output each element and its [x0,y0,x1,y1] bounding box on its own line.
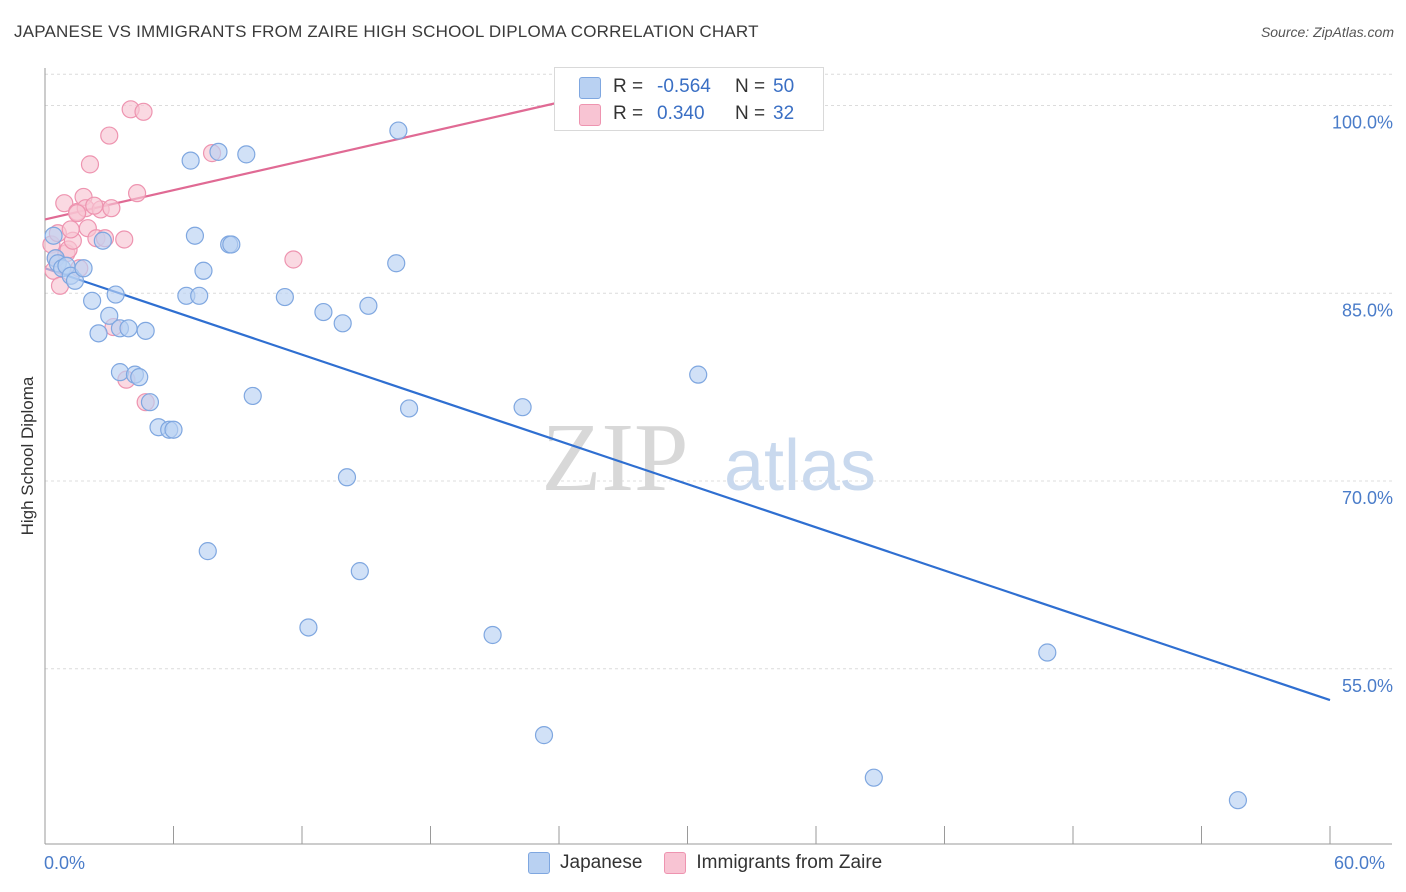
point-japanese [190,286,209,305]
legend-swatch-japanese [579,77,601,99]
chart-title: JAPANESE VS IMMIGRANTS FROM ZAIRE HIGH S… [14,22,759,41]
r-value-japanese: -0.564 [657,76,711,97]
point-japanese [181,151,200,170]
point-japanese [399,399,419,418]
point-japanese [106,285,125,304]
watermark-zip: ZIP [542,404,689,512]
point-zaire [61,220,80,239]
x-min-label: 0.0% [44,853,86,873]
point-zaire [115,230,134,249]
point-japanese [1038,643,1057,662]
point-japanese [350,562,369,581]
n-value-japanese: 50 [773,76,795,97]
point-japanese [483,625,502,645]
point-japanese [689,365,708,384]
trend-line-zaire [44,79,656,221]
point-japanese [864,768,883,787]
y-tick-label: 85.0% [1342,300,1393,320]
legend-swatch-pink [664,852,687,874]
point-japanese [389,121,408,140]
point-zaire [80,155,100,174]
point-zaire [127,184,147,203]
point-japanese [359,296,378,315]
point-japanese [140,393,160,412]
axes [44,68,1392,845]
point-japanese [136,321,155,340]
point-japanese [198,542,217,561]
grid-lines [45,73,1392,670]
point-japanese [1228,791,1248,810]
point-japanese [222,235,241,254]
point-zaire [284,250,303,269]
r-label-japanese: R = [613,76,644,97]
y-tick-label: 100.0% [1332,113,1393,133]
y-tick-labels: 55.0% 70.0% 85.0% 100.0% [1332,113,1393,696]
point-japanese [44,226,63,245]
point-japanese [275,287,294,307]
source-label: Source: ZipAtlas.com [1260,24,1394,40]
point-japanese [65,271,85,290]
point-japanese [513,398,532,417]
y-tick-label: 70.0% [1342,488,1393,508]
point-japanese [243,386,262,406]
watermark: ZIP atlas [542,404,877,512]
point-japanese [194,261,213,280]
n-value-zaire: 32 [773,103,795,124]
point-japanese [534,726,554,745]
point-japanese [387,254,406,273]
point-japanese [119,319,138,338]
legend-item-japanese[interactable]: Japanese [528,852,642,874]
point-japanese [314,302,333,322]
point-japanese [333,314,352,333]
point-japanese [237,145,256,164]
r-label-zaire: R = [613,103,644,124]
point-japanese [110,363,130,382]
bottom-legend: Japanese Immigrants from Zaire [528,852,904,874]
point-japanese [74,259,93,278]
point-zaire [55,194,74,213]
point-japanese [164,420,183,439]
point-japanese [185,226,205,245]
y-axis-label: High School Diploma [18,376,37,536]
trend-lines [44,79,1331,702]
point-japanese [89,324,108,343]
legend-item-zaire[interactable]: Immigrants from Zaire [664,852,882,874]
legend-label-japanese: Japanese [560,852,643,873]
x-max-label: 60.0% [1334,853,1386,873]
point-japanese [100,306,119,325]
legend-swatch-blue [528,852,550,874]
legend-label-zaire: Immigrants from Zaire [696,852,883,873]
point-zaire [134,102,153,121]
r-value-zaire: 0.340 [657,103,705,124]
point-zaire [102,199,121,218]
watermark-atlas: atlas [724,426,876,506]
point-japanese [93,231,112,250]
point-zaire [100,126,119,145]
legend-swatch-zaire [579,104,601,126]
point-japanese [130,368,149,387]
point-zaire [85,196,104,215]
point-zaire [68,204,87,223]
point-japanese [83,291,102,310]
data-points [42,100,1248,810]
point-japanese [337,468,357,487]
y-tick-label: 55.0% [1342,676,1393,696]
n-label-zaire: N = [735,103,766,124]
correlation-legend: R = -0.564 N = 50 R = 0.340 N = 32 [554,67,824,131]
point-japanese [209,142,228,161]
n-label-japanese: N = [735,76,766,97]
point-japanese [299,618,318,637]
trend-line-japanese [44,267,1331,702]
